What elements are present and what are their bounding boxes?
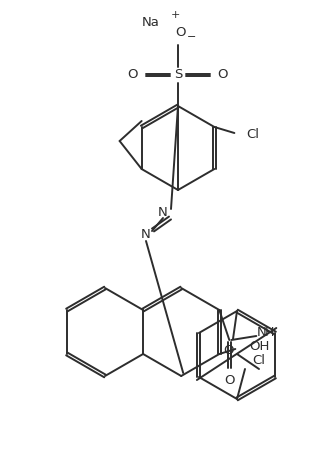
Text: O: O — [224, 345, 234, 357]
Text: Na: Na — [142, 16, 160, 28]
Text: N: N — [158, 207, 168, 219]
Text: O: O — [175, 26, 185, 40]
Text: −: − — [187, 32, 197, 42]
Text: H: H — [265, 326, 274, 338]
Text: +: + — [170, 10, 180, 20]
Text: O: O — [128, 68, 138, 82]
Text: N: N — [256, 326, 266, 338]
Text: Cl: Cl — [246, 128, 259, 142]
Text: S: S — [174, 68, 182, 82]
Text: Cl: Cl — [253, 354, 265, 368]
Text: N: N — [141, 228, 151, 242]
Text: O: O — [218, 68, 228, 82]
Text: O: O — [224, 373, 234, 387]
Text: OH: OH — [249, 339, 270, 353]
